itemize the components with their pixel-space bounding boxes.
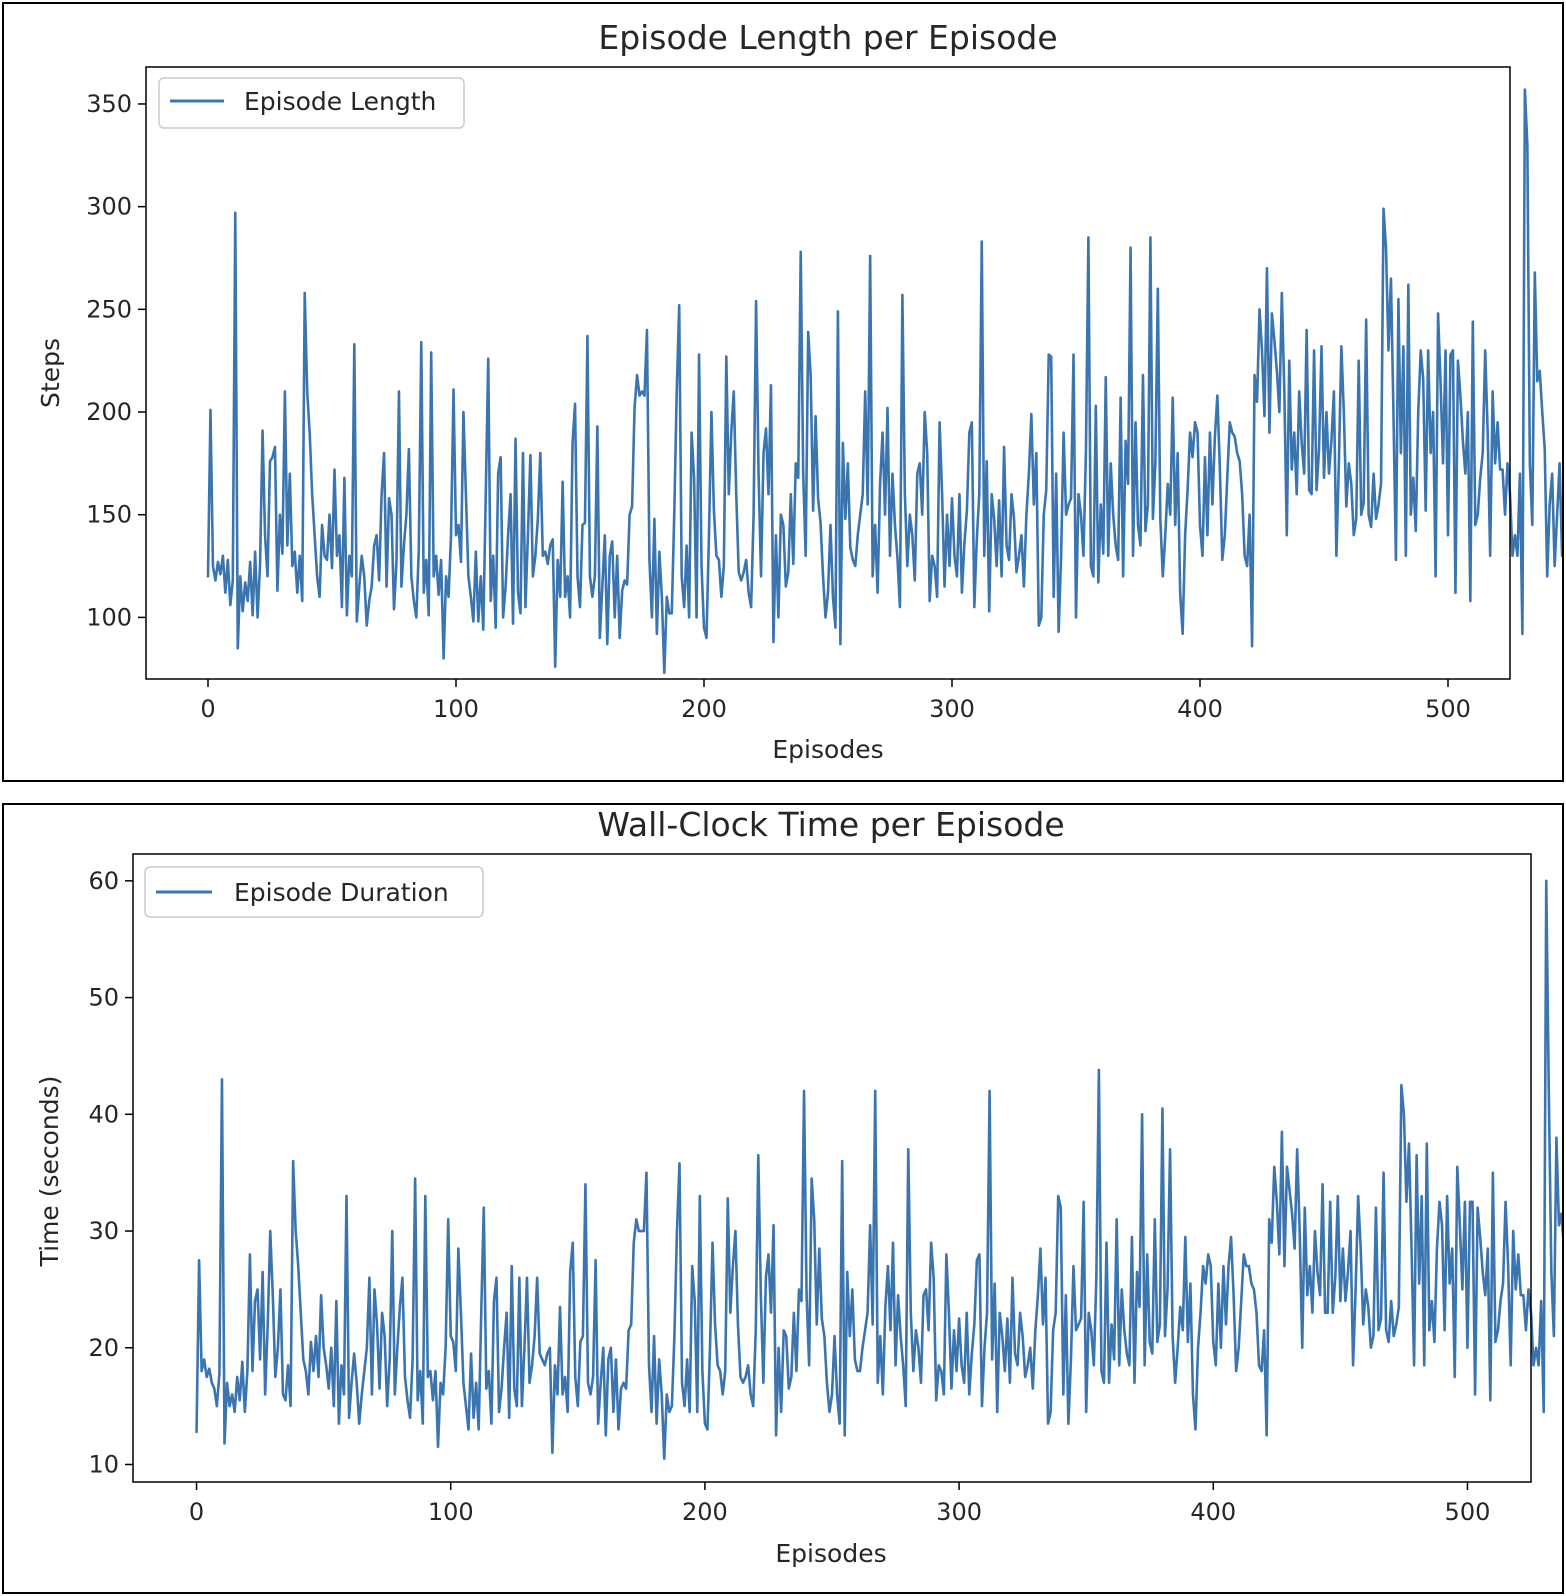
y-tick-label: 200: [86, 398, 132, 426]
chart-episode-length: Episode Length per Episode 0 100 200 300 400…: [36, 18, 1562, 764]
x-tick-label: 400: [1190, 1498, 1236, 1526]
series-line: [206, 88, 1562, 675]
x-tick-label: 300: [929, 695, 975, 723]
x-tick-label: 100: [433, 695, 479, 723]
x-tick-label: 200: [681, 695, 727, 723]
x-tick-label: 500: [1445, 1498, 1491, 1526]
legend-box: [144, 866, 484, 918]
y-tick-label: 20: [88, 1334, 119, 1362]
legend: Episode Duration: [144, 866, 484, 918]
chart-title: Wall-Clock Time per Episode: [597, 805, 1064, 844]
plot-frame: [145, 66, 1511, 680]
y-tick-label: 100: [86, 603, 132, 631]
legend-label: Episode Length: [244, 87, 436, 116]
y-axis-label: Steps: [36, 338, 65, 408]
x-tick-label: 200: [682, 1498, 728, 1526]
y-tick-label: 30: [88, 1217, 119, 1245]
x-tick-label: 500: [1425, 695, 1471, 723]
y-tick-label: 40: [88, 1100, 119, 1128]
y-tick-label: 10: [88, 1450, 119, 1478]
legend: Episode Length: [158, 77, 465, 129]
y-axis-label: Time (seconds): [35, 1076, 64, 1268]
legend-box: [158, 77, 465, 129]
y-tick-label: 350: [86, 90, 132, 118]
y-tick-label: 150: [86, 501, 132, 529]
x-tick-label: 0: [200, 695, 215, 723]
x-tick-label: 400: [1177, 695, 1223, 723]
x-axis-label: Episodes: [775, 1539, 886, 1568]
x-tick-label: 0: [189, 1498, 204, 1526]
x-tick-label: 100: [428, 1498, 474, 1526]
chart-wall-clock-time: Wall-Clock Time per Episode 0 100 200 300 40…: [35, 805, 1562, 1568]
y-tick-label: 60: [88, 867, 119, 895]
x-axis-label: Episodes: [772, 735, 883, 764]
series-line: [195, 879, 1562, 1460]
x-tick-label: 300: [936, 1498, 982, 1526]
chart-title: Episode Length per Episode: [598, 18, 1057, 57]
plot-frame: [132, 853, 1532, 1483]
y-tick-label: 50: [88, 984, 119, 1012]
chart-panel-episode-length: Episode Length per Episode 0 100 200 300 400…: [2, 2, 1564, 782]
y-tick-label: 300: [86, 193, 132, 221]
y-tick-label: 250: [86, 295, 132, 323]
chart-panel-wall-clock-time: Wall-Clock Time per Episode 0 100 200 300 40…: [2, 803, 1564, 1594]
legend-label: Episode Duration: [234, 878, 449, 907]
